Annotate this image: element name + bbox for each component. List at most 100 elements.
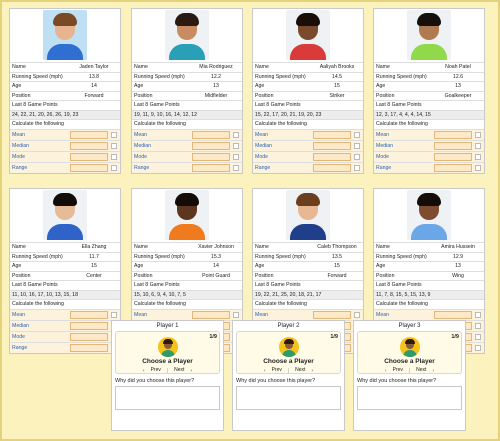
reason-textarea[interactable] (357, 386, 462, 410)
median-checkbox[interactable] (475, 322, 481, 329)
mean-input[interactable] (313, 310, 351, 319)
speed-row: Running Speed (mph) 15.3 (132, 251, 242, 262)
range-input[interactable] (434, 163, 472, 172)
next-button[interactable]: Next (416, 367, 427, 373)
median-input[interactable] (70, 321, 108, 330)
user-avatar-icon (399, 337, 420, 357)
mean-input[interactable] (192, 130, 230, 139)
speed-label: Running Speed (mph) (134, 253, 185, 260)
age-label: Age (12, 263, 22, 270)
range-checkbox[interactable] (475, 344, 481, 351)
median-checkbox[interactable] (475, 142, 481, 149)
mean-checkbox[interactable] (475, 311, 481, 318)
speed-label: Running Speed (mph) (134, 73, 185, 80)
mean-checkbox[interactable] (111, 131, 117, 138)
player-points: 11, 10, 16, 17, 10, 13, 15, 18 (12, 291, 78, 298)
avatar-head (405, 340, 414, 349)
speed-label: Running Speed (mph) (12, 253, 63, 260)
mode-input[interactable] (192, 152, 230, 161)
chevron-right-icon[interactable]: › (311, 367, 314, 374)
range-input[interactable] (192, 163, 230, 172)
pick-selector[interactable]: 1/9 Choose a Player ‹ Prev | Next › (357, 331, 462, 374)
calc-label: Calculate the following (255, 301, 307, 308)
range-label: Range (255, 164, 271, 171)
next-button[interactable]: Next (174, 367, 185, 373)
median-input[interactable] (313, 141, 351, 150)
player-card: Name Aaliyah Brooks Running Speed (mph) 14… (252, 8, 364, 174)
nav-divider: | (287, 367, 290, 374)
chevron-left-icon[interactable]: ‹ (142, 367, 145, 374)
mean-input[interactable] (192, 310, 230, 319)
mean-input[interactable] (70, 310, 108, 319)
mode-checkbox[interactable] (475, 333, 481, 340)
player-photo (43, 190, 87, 240)
points-header-row: Last 8 Game Points (10, 100, 120, 110)
mode-checkbox[interactable] (233, 153, 239, 160)
range-checkbox[interactable] (233, 164, 239, 171)
photo-hair (417, 13, 441, 26)
median-label: Median (376, 142, 394, 149)
chevron-left-icon[interactable]: ‹ (384, 367, 387, 374)
prev-button[interactable]: Prev (271, 367, 282, 373)
median-checkbox[interactable] (354, 142, 360, 149)
mode-checkbox[interactable] (354, 153, 360, 160)
range-checkbox[interactable] (111, 164, 117, 171)
player-speed: 14.5 (331, 73, 343, 80)
chevron-right-icon[interactable]: › (190, 367, 193, 374)
range-label: Range (376, 164, 392, 171)
mean-checkbox[interactable] (354, 311, 360, 318)
mean-checkbox[interactable] (111, 311, 117, 318)
range-input[interactable] (313, 163, 351, 172)
mean-checkbox[interactable] (354, 131, 360, 138)
player-points: 19, 22, 21, 25, 20, 18, 21, 17 (255, 291, 322, 298)
chevron-left-icon[interactable]: ‹ (263, 367, 266, 374)
median-checkbox[interactable] (233, 142, 239, 149)
mean-input[interactable] (434, 310, 472, 319)
range-input[interactable] (70, 163, 108, 172)
speed-row: Running Speed (mph) 11.7 (10, 251, 120, 262)
points-row: 15, 22, 17, 20, 21, 19, 20, 23 (253, 109, 363, 119)
median-checkbox[interactable] (111, 142, 117, 149)
median-label: Median (12, 142, 30, 149)
mean-input[interactable] (70, 130, 108, 139)
range-checkbox[interactable] (354, 164, 360, 171)
points-header-row: Last 8 Game Points (10, 280, 120, 290)
player-photo (165, 190, 209, 240)
prev-button[interactable]: Prev (150, 367, 161, 373)
calc-row: Calculate the following (10, 119, 120, 129)
mean-checkbox[interactable] (233, 311, 239, 318)
mode-input[interactable] (70, 332, 108, 341)
median-input[interactable] (192, 141, 230, 150)
next-button[interactable]: Next (295, 367, 306, 373)
pick-title: Player 3 (398, 323, 421, 329)
player-position: Forward (84, 92, 104, 99)
median-input[interactable] (70, 141, 108, 150)
position-row: Position Striker (253, 90, 363, 101)
mode-checkbox[interactable] (475, 153, 481, 160)
reason-textarea[interactable] (236, 386, 341, 410)
reason-question: Why did you choose this player? (236, 378, 316, 384)
mode-input[interactable] (313, 152, 351, 161)
speed-label: Running Speed (mph) (376, 253, 427, 260)
range-checkbox[interactable] (475, 164, 481, 171)
reason-textarea[interactable] (115, 386, 220, 410)
user-avatar-icon (278, 337, 299, 357)
pick-selector[interactable]: 1/9 Choose a Player ‹ Prev | Next › (115, 331, 220, 374)
range-input[interactable] (70, 343, 108, 352)
prev-button[interactable]: Prev (392, 367, 403, 373)
chevron-right-icon[interactable]: › (432, 367, 435, 374)
mode-checkbox[interactable] (111, 153, 117, 160)
mode-input[interactable] (434, 152, 472, 161)
mean-checkbox[interactable] (233, 131, 239, 138)
mean-checkbox[interactable] (475, 131, 481, 138)
pick-selector[interactable]: 1/9 Choose a Player ‹ Prev | Next › (236, 331, 341, 374)
name-row: Name Ella Zhang (10, 242, 120, 252)
calc-label: Calculate the following (12, 121, 64, 128)
mean-input[interactable] (313, 130, 351, 139)
median-input[interactable] (434, 141, 472, 150)
reason-question: Why did you choose this player? (357, 378, 437, 384)
median-row: Median (10, 319, 120, 331)
mean-input[interactable] (434, 130, 472, 139)
points-label: Last 8 Game Points (134, 282, 180, 289)
mode-input[interactable] (70, 152, 108, 161)
